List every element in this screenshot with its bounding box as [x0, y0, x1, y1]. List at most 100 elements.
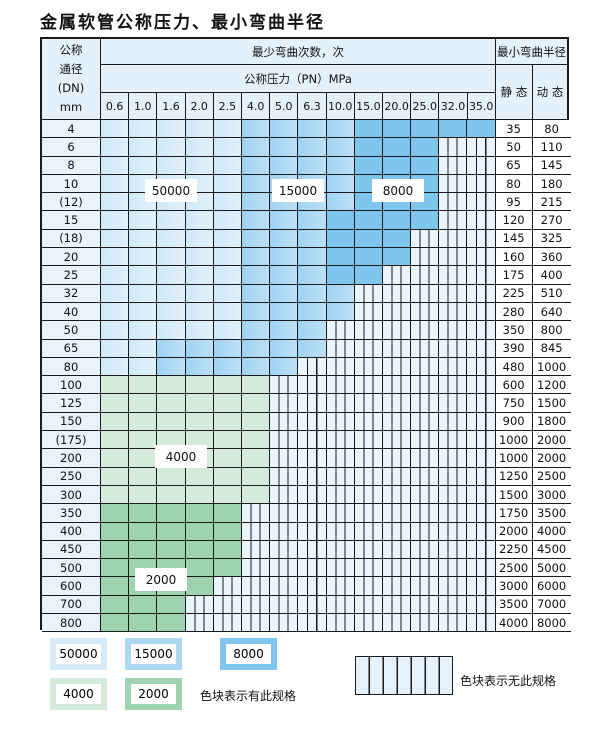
no-spec-cell	[270, 376, 299, 395]
no-spec-cell	[298, 357, 327, 377]
dn-cell: 4	[42, 120, 101, 139]
spec-cell	[213, 321, 242, 340]
no-spec-cell	[270, 504, 299, 523]
spec-cell	[185, 540, 214, 560]
no-spec-cell	[439, 522, 468, 541]
no-spec-cell	[298, 540, 327, 560]
spec-cell	[241, 467, 271, 486]
spec-cell	[157, 156, 186, 175]
spec-cell	[157, 485, 186, 505]
dynamic-radius-cell: 8000	[532, 614, 571, 633]
spec-cell	[213, 485, 242, 505]
no-spec-cell	[326, 522, 355, 541]
spec-cell	[157, 614, 186, 633]
spec-cell	[382, 156, 412, 175]
spec-cell	[129, 120, 158, 139]
spec-cell	[129, 339, 158, 358]
spec-cell	[101, 211, 130, 230]
spec-cell	[101, 595, 130, 615]
no-spec-cell	[326, 321, 355, 340]
dn-cell: 600	[42, 577, 101, 596]
no-spec-cell	[467, 504, 496, 523]
no-spec-cell	[439, 229, 468, 249]
no-spec-cell	[467, 156, 496, 175]
spec-cell	[129, 614, 158, 633]
spec-cell	[270, 156, 299, 175]
no-spec-cell	[298, 412, 327, 432]
no-spec-cell	[467, 577, 496, 596]
spec-cell	[101, 467, 130, 486]
legend-8000: 8000	[220, 638, 277, 670]
spec-cell	[241, 485, 271, 505]
legend-has-spec-text: 色块表示有此规格	[200, 689, 297, 703]
dn-header-line: mm	[59, 100, 83, 114]
dynamic-radius-cell: 510	[532, 284, 571, 303]
no-spec-cell	[382, 614, 412, 633]
spec-cell	[101, 266, 130, 285]
dn-cell: 25	[42, 266, 101, 285]
no-spec-cell	[382, 540, 412, 560]
no-spec-cell	[411, 266, 440, 285]
spec-cell	[213, 449, 242, 468]
no-spec-cell	[439, 248, 468, 267]
spec-cell	[270, 229, 299, 249]
no-spec-cell	[439, 376, 468, 395]
spec-cell	[185, 577, 214, 596]
no-spec-cell	[270, 431, 299, 450]
no-spec-cell	[439, 138, 468, 157]
dn-header-line: 通径	[59, 62, 83, 76]
no-spec-cell	[326, 339, 355, 358]
spec-cell	[270, 284, 299, 303]
no-spec-cell	[326, 540, 355, 560]
no-spec-cell	[382, 284, 412, 303]
spec-cell	[270, 302, 299, 322]
static-header: 静 态	[496, 65, 533, 120]
no-spec-cell	[382, 266, 412, 285]
spec-cell	[270, 339, 299, 358]
no-spec-cell	[411, 284, 440, 303]
spec-cell	[241, 174, 271, 194]
spec-cell	[129, 229, 158, 249]
spec-cell	[241, 357, 271, 377]
no-spec-cell	[439, 559, 468, 578]
spec-cell	[382, 211, 412, 230]
spec-cell	[298, 339, 327, 358]
spec-cell	[157, 339, 186, 358]
pressure-column-header: 15.0	[354, 93, 383, 120]
spec-cell	[298, 266, 327, 285]
static-radius-cell: 2500	[495, 559, 533, 578]
no-spec-cell	[439, 211, 468, 230]
spec-cell	[101, 321, 130, 340]
spec-cell	[129, 540, 158, 560]
no-spec-cell	[467, 559, 496, 578]
dynamic-radius-cell: 270	[532, 211, 571, 230]
no-spec-cell	[439, 595, 468, 615]
dynamic-radius-cell: 6000	[532, 577, 571, 596]
no-spec-cell	[354, 485, 383, 505]
spec-cell	[101, 577, 130, 596]
no-spec-cell	[411, 614, 440, 633]
dn-cell: 50	[42, 321, 101, 340]
no-spec-cell	[382, 302, 412, 322]
spec-cell	[241, 156, 271, 175]
no-spec-cell	[270, 614, 299, 633]
spec-cell	[129, 156, 158, 175]
no-spec-cell	[439, 412, 468, 432]
no-spec-cell	[411, 449, 440, 468]
spec-cell	[185, 266, 214, 285]
no-spec-cell	[467, 376, 496, 395]
dynamic-radius-cell: 2000	[532, 449, 571, 468]
spec-cell	[129, 138, 158, 157]
spec-cell	[129, 302, 158, 322]
spec-cell	[213, 229, 242, 249]
spec-cell	[101, 504, 130, 523]
spec-cell	[101, 485, 130, 505]
spec-cell	[185, 376, 214, 395]
spec-cell	[270, 321, 299, 340]
no-spec-cell	[326, 412, 355, 432]
spec-cell	[185, 120, 214, 139]
spec-cell	[157, 266, 186, 285]
no-spec-cell	[354, 614, 383, 633]
spec-cell	[213, 431, 242, 450]
spec-cell	[326, 284, 355, 303]
